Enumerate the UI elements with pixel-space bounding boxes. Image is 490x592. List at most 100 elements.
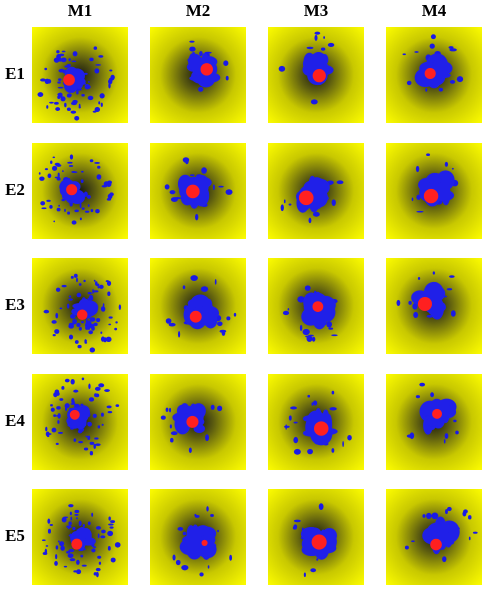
panel (268, 374, 364, 470)
blue-fragment (306, 335, 313, 342)
blue-fragment (68, 165, 74, 167)
red-core (189, 310, 202, 323)
blue-fragment (425, 88, 428, 92)
blue-fragment (308, 217, 312, 224)
blue-fragment (84, 339, 87, 344)
blue-fragment (71, 60, 77, 63)
blue-fragment (66, 551, 71, 554)
blue-fragment (88, 383, 91, 390)
blue-fragment (172, 554, 176, 561)
blue-fragment (81, 320, 84, 324)
blue-fragment (221, 331, 226, 336)
blue-fragment (94, 393, 98, 397)
blue-fragment (68, 334, 74, 340)
blue-fragment (233, 312, 237, 317)
blue-fragment (282, 310, 290, 316)
blue-fragment (103, 337, 107, 343)
panel (150, 374, 246, 470)
blue-fragment (87, 521, 91, 526)
blue-fragment (92, 110, 97, 113)
blue-fragment (87, 326, 91, 330)
blue-fragment (467, 515, 472, 520)
blue-fragment (342, 441, 344, 447)
blue-fragment (91, 548, 96, 553)
blue-fragment (60, 545, 65, 551)
blue-fragment (100, 102, 103, 107)
blue-fragment (59, 398, 64, 401)
row-label: E5 (5, 526, 25, 545)
blue-fragment (47, 79, 52, 84)
blue-fragment (80, 179, 84, 184)
blue-fragment (87, 194, 91, 199)
blue-fragment (347, 434, 352, 441)
blue-fragment (331, 390, 335, 395)
blue-fragment (207, 565, 210, 569)
blue-fragment (293, 448, 301, 455)
blue-fragment (41, 539, 46, 542)
blue-fragment (57, 95, 61, 99)
blue-fragment (64, 403, 70, 409)
blue-fragment (81, 170, 84, 173)
blue-fragment (307, 448, 313, 455)
blue-fragment (64, 102, 67, 108)
blue-fragment (78, 520, 82, 527)
blue-fragment (311, 402, 314, 406)
blue-fragment (107, 291, 111, 296)
blue-fragment (54, 329, 60, 334)
blue-fragment (72, 526, 76, 531)
blue-fragment (89, 347, 96, 353)
blue-fragment (98, 55, 104, 58)
blue-fragment (323, 36, 326, 39)
blue-fragment (50, 160, 53, 165)
row-label: E4 (5, 411, 25, 430)
blue-fragment (69, 154, 74, 160)
blue-fragment (76, 322, 81, 328)
blue-fragment (201, 167, 207, 174)
blue-fragment (44, 548, 48, 555)
blue-fragment (58, 204, 61, 207)
blue-fragment (416, 210, 424, 213)
blue-fragment (68, 521, 72, 526)
blue-fragment (47, 528, 52, 534)
blue-fragment (316, 558, 319, 561)
column-header: M4 (422, 1, 447, 20)
blue-fragment (311, 336, 316, 342)
blue-fragment (280, 204, 284, 212)
blue-fragment (87, 81, 90, 83)
blue-fragment (68, 549, 75, 553)
panel (32, 489, 128, 585)
blue-fragment (416, 194, 421, 200)
blue-fragment (74, 209, 79, 213)
red-core (69, 409, 80, 420)
blue-fragment (100, 412, 104, 417)
red-core (311, 534, 327, 550)
blue-fragment (106, 280, 112, 286)
blue-fragment (43, 309, 50, 314)
blue-cluster (186, 539, 203, 560)
blue-fragment (108, 194, 112, 199)
blue-fragment (177, 527, 184, 531)
blue-fragment (210, 513, 214, 518)
blue-fragment (115, 404, 120, 407)
blue-fragment (40, 78, 46, 82)
blue-fragment (223, 60, 229, 67)
row-label: E2 (5, 180, 25, 199)
blue-fragment (108, 323, 112, 326)
blue-fragment (453, 419, 457, 423)
blue-fragment (70, 516, 73, 521)
blue-fragment (85, 318, 88, 322)
blue-fragment (165, 407, 169, 412)
row-label: E1 (5, 64, 25, 83)
blue-fragment (284, 425, 290, 428)
blue-fragment (37, 92, 44, 97)
blue-fragment (82, 523, 85, 528)
blue-fragment (64, 208, 66, 212)
blue-fragment (182, 285, 186, 290)
blue-fragment (79, 202, 82, 208)
blue-fragment (303, 572, 306, 578)
blue-fragment (68, 58, 71, 62)
blue-fragment (41, 207, 47, 210)
blue-fragment (430, 34, 436, 40)
blue-fragment (450, 310, 456, 317)
blue-fragment (417, 277, 421, 280)
